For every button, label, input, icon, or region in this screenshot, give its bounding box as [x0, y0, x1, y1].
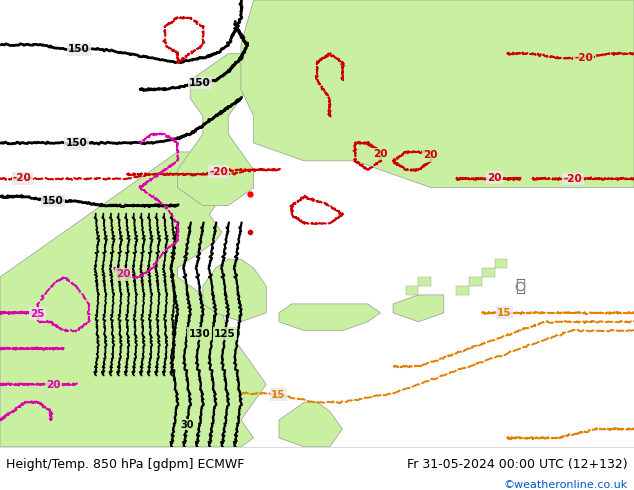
Text: 125: 125 [214, 329, 236, 339]
Text: -20: -20 [564, 174, 583, 184]
Text: 150: 150 [65, 138, 87, 148]
Text: 20: 20 [46, 379, 61, 390]
Text: 150: 150 [42, 196, 64, 206]
Text: 15: 15 [271, 390, 286, 400]
Polygon shape [203, 259, 266, 322]
Text: 20: 20 [487, 173, 501, 183]
Text: 20: 20 [373, 149, 387, 159]
Polygon shape [406, 286, 418, 295]
Polygon shape [418, 277, 431, 286]
Polygon shape [279, 304, 380, 331]
Text: 130: 130 [189, 329, 210, 339]
Polygon shape [469, 277, 482, 286]
Text: -20: -20 [574, 53, 593, 63]
Text: 25: 25 [30, 309, 45, 318]
Polygon shape [241, 0, 634, 188]
Text: ⌢: ⌢ [515, 277, 525, 295]
Text: 20: 20 [424, 150, 438, 160]
Text: Height/Temp. 850 hPa [gdpm] ECMWF: Height/Temp. 850 hPa [gdpm] ECMWF [6, 458, 245, 470]
Polygon shape [0, 152, 266, 447]
Text: ©weatheronline.co.uk: ©weatheronline.co.uk [503, 480, 628, 490]
Polygon shape [495, 259, 507, 268]
Polygon shape [279, 402, 342, 447]
Text: 30: 30 [180, 419, 194, 430]
Polygon shape [178, 53, 254, 206]
Text: 15: 15 [497, 308, 512, 318]
Text: 150: 150 [68, 45, 90, 54]
Polygon shape [393, 295, 444, 322]
Text: 150: 150 [190, 78, 211, 88]
Polygon shape [482, 268, 495, 277]
Text: Fr 31-05-2024 00:00 UTC (12+132): Fr 31-05-2024 00:00 UTC (12+132) [407, 458, 628, 470]
Text: 20: 20 [116, 270, 131, 279]
Polygon shape [456, 286, 469, 295]
Text: -20: -20 [13, 173, 32, 183]
Text: -20: -20 [209, 167, 228, 176]
